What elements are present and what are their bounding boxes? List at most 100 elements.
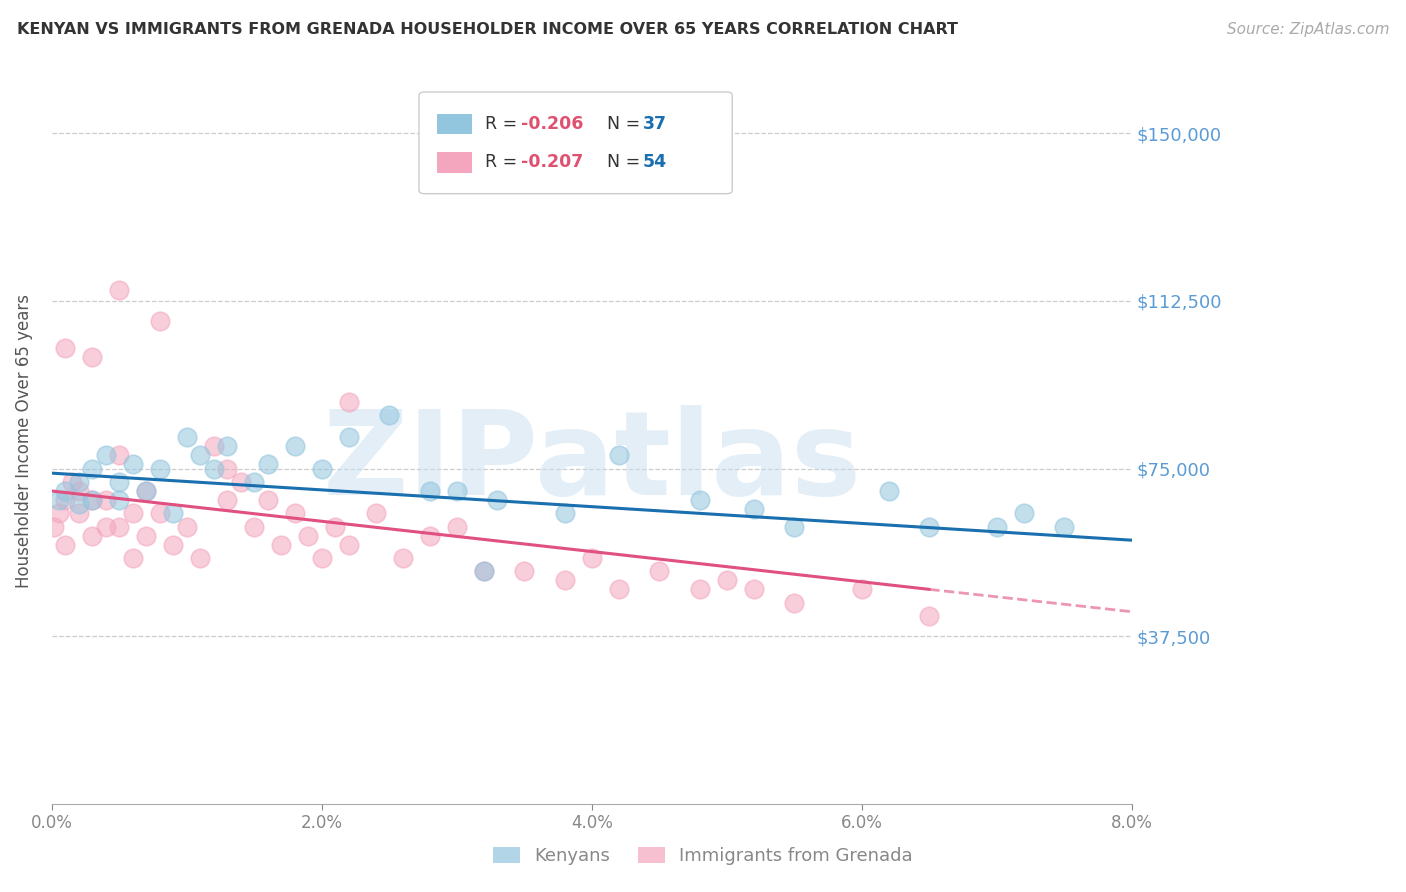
- Point: [1012, 507, 1035, 521]
- Point: [284, 439, 307, 453]
- Point: [243, 475, 266, 489]
- Point: [53, 492, 76, 507]
- Point: [446, 520, 468, 534]
- Point: [121, 507, 143, 521]
- Point: [742, 582, 765, 597]
- Point: [149, 314, 172, 328]
- Point: [243, 520, 266, 534]
- Point: [311, 551, 333, 566]
- Point: [689, 582, 711, 597]
- Point: [607, 448, 630, 462]
- Point: [94, 448, 117, 462]
- Point: [689, 492, 711, 507]
- FancyBboxPatch shape: [419, 92, 733, 194]
- Point: [108, 475, 131, 489]
- Point: [94, 520, 117, 534]
- Point: [149, 507, 172, 521]
- Point: [53, 538, 76, 552]
- Point: [256, 492, 278, 507]
- Point: [378, 408, 401, 422]
- Point: [323, 520, 346, 534]
- Text: ZIPatlas: ZIPatlas: [322, 405, 862, 520]
- Point: [135, 529, 157, 543]
- Point: [364, 507, 387, 521]
- Point: [877, 483, 900, 498]
- Point: [472, 565, 495, 579]
- Point: [851, 582, 873, 597]
- Point: [82, 350, 104, 364]
- Point: [82, 461, 104, 475]
- Point: [60, 475, 83, 489]
- Point: [229, 475, 252, 489]
- Point: [217, 492, 239, 507]
- Point: [121, 551, 143, 566]
- Point: [419, 529, 441, 543]
- Point: [82, 529, 104, 543]
- Point: [48, 492, 70, 507]
- Point: [648, 565, 671, 579]
- Point: [135, 483, 157, 498]
- Point: [108, 283, 131, 297]
- Text: 37: 37: [643, 115, 666, 133]
- Text: -0.207: -0.207: [520, 153, 583, 171]
- Point: [44, 520, 66, 534]
- FancyBboxPatch shape: [437, 153, 472, 173]
- Point: [716, 574, 738, 588]
- Point: [419, 483, 441, 498]
- Point: [472, 565, 495, 579]
- Text: -0.206: -0.206: [520, 115, 583, 133]
- Point: [391, 551, 413, 566]
- Point: [742, 502, 765, 516]
- Point: [311, 461, 333, 475]
- Point: [217, 439, 239, 453]
- Point: [94, 492, 117, 507]
- Point: [1053, 520, 1076, 534]
- Text: R =: R =: [485, 115, 523, 133]
- Point: [82, 492, 104, 507]
- Point: [202, 439, 225, 453]
- Point: [108, 492, 131, 507]
- Text: 54: 54: [643, 153, 666, 171]
- Point: [217, 461, 239, 475]
- Point: [135, 483, 157, 498]
- Text: KENYAN VS IMMIGRANTS FROM GRENADA HOUSEHOLDER INCOME OVER 65 YEARS CORRELATION C: KENYAN VS IMMIGRANTS FROM GRENADA HOUSEH…: [17, 22, 957, 37]
- Text: Source: ZipAtlas.com: Source: ZipAtlas.com: [1226, 22, 1389, 37]
- FancyBboxPatch shape: [437, 114, 472, 134]
- Point: [513, 565, 536, 579]
- Point: [554, 507, 576, 521]
- Point: [67, 497, 90, 511]
- Point: [67, 507, 90, 521]
- Point: [67, 483, 90, 498]
- Point: [82, 492, 104, 507]
- Point: [986, 520, 1008, 534]
- Point: [176, 520, 198, 534]
- Point: [162, 507, 184, 521]
- Point: [108, 520, 131, 534]
- Point: [486, 492, 509, 507]
- Point: [446, 483, 468, 498]
- Point: [149, 461, 172, 475]
- Point: [48, 507, 70, 521]
- Point: [256, 457, 278, 471]
- Point: [270, 538, 292, 552]
- Point: [783, 520, 806, 534]
- Text: R =: R =: [485, 153, 523, 171]
- Point: [284, 507, 307, 521]
- Legend: Kenyans, Immigrants from Grenada: Kenyans, Immigrants from Grenada: [484, 838, 922, 874]
- Point: [108, 448, 131, 462]
- Text: N =: N =: [607, 115, 645, 133]
- Point: [202, 461, 225, 475]
- Point: [162, 538, 184, 552]
- Point: [337, 430, 360, 444]
- Point: [607, 582, 630, 597]
- Point: [918, 520, 941, 534]
- Point: [121, 457, 143, 471]
- Y-axis label: Householder Income Over 65 years: Householder Income Over 65 years: [15, 293, 32, 588]
- Point: [188, 448, 211, 462]
- Point: [918, 609, 941, 624]
- Point: [53, 483, 76, 498]
- Point: [188, 551, 211, 566]
- Point: [554, 574, 576, 588]
- Point: [67, 475, 90, 489]
- Point: [53, 341, 76, 355]
